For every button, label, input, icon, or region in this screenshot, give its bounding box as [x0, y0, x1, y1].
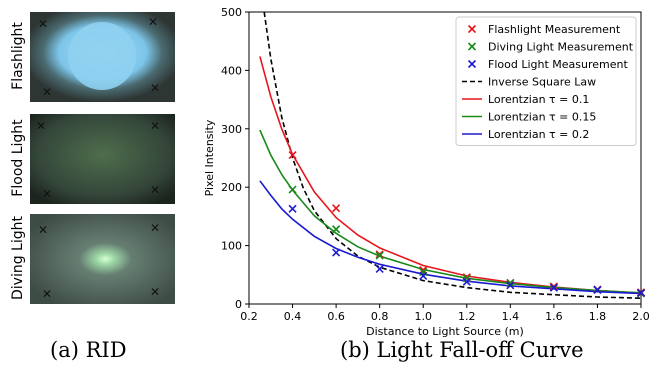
photo-flashlight-image: ✕ ✕ ✕ ✕: [30, 12, 175, 102]
measurement-point-0: [419, 266, 428, 275]
measurement-point-0: [288, 151, 297, 160]
measurement-point-2: [549, 283, 558, 292]
x-tick-label: 0.4: [284, 310, 302, 323]
y-tick-label: 0: [235, 298, 242, 311]
svg-text:✕: ✕: [36, 119, 46, 133]
x-tick-label: 0.8: [371, 310, 389, 323]
measurement-point-2: [288, 204, 297, 213]
svg-text:✕: ✕: [42, 85, 52, 99]
legend-entry: Flashlight Measurement: [467, 23, 621, 36]
measurement-point-2: [332, 248, 341, 257]
measurement-point-1: [288, 185, 297, 194]
legend-label: Lorentzian τ = 0.1: [488, 93, 589, 106]
legend-entry: Diving Light Measurement: [467, 41, 634, 54]
measurement-point-1: [375, 251, 384, 260]
legend-entry: Lorentzian τ = 0.2: [462, 128, 589, 141]
y-tick-label: 100: [221, 240, 242, 253]
photo-diving-light-image: ✕ ✕ ✕ ✕: [30, 214, 175, 304]
x-tick-label: 2.0: [632, 310, 650, 323]
measurement-point-2: [419, 271, 428, 281]
y-tick-label: 200: [221, 181, 242, 194]
y-tick-label: 300: [221, 123, 242, 136]
measurement-point-2: [462, 277, 471, 286]
svg-text:✕: ✕: [150, 285, 160, 299]
measurement-point-1: [462, 274, 471, 283]
svg-text:✕: ✕: [38, 17, 48, 31]
measurement-point-0: [549, 282, 558, 291]
svg-text:✕: ✕: [150, 119, 160, 133]
legend-entry: Inverse Square Law: [462, 76, 596, 89]
photo-flood-light: ✕ ✕ ✕ ✕: [30, 114, 175, 204]
x-tick-label: 1.8: [589, 310, 607, 323]
measurement-point-1: [332, 225, 341, 234]
photo-flood-light-image: ✕ ✕ ✕ ✕: [30, 114, 175, 204]
x-tick-label: 1.4: [502, 310, 520, 323]
measurement-point-0: [375, 250, 384, 259]
svg-text:✕: ✕: [38, 223, 48, 237]
legend-box: [455, 16, 637, 146]
legend-entry: Lorentzian τ = 0.1: [462, 93, 589, 106]
panel-caption-b: (b) Light Fall-off Curve: [340, 338, 584, 362]
panel-caption-a: (a) RID: [50, 338, 127, 362]
legend-label: Inverse Square Law: [488, 76, 596, 89]
curve-2: [259, 129, 641, 294]
svg-text:✕: ✕: [42, 187, 52, 201]
measurement-point-2: [375, 264, 384, 274]
x-tick-label: 0.2: [240, 310, 258, 323]
measurement-point-2: [506, 281, 515, 290]
x-tick-label: 1.6: [545, 310, 563, 323]
measurement-point-2: [593, 285, 602, 295]
photo-flashlight: ✕ ✕ ✕ ✕: [30, 12, 175, 102]
legend-label: Flashlight Measurement: [488, 23, 621, 36]
y-tick-label: 400: [221, 64, 242, 77]
plot-frame: [248, 11, 642, 305]
x-tick-label: 1.2: [458, 310, 476, 323]
legend-label: Diving Light Measurement: [488, 41, 634, 54]
photo-diving-light: ✕ ✕ ✕ ✕: [30, 214, 175, 304]
svg-text:✕: ✕: [150, 221, 160, 235]
svg-text:✕: ✕: [150, 81, 160, 95]
legend-label: Lorentzian τ = 0.2: [488, 128, 589, 141]
x-axis-label: Distance to Light Source (m): [366, 325, 524, 338]
svg-text:✕: ✕: [42, 287, 52, 301]
measurement-point-0: [332, 204, 341, 213]
measurement-point-2: [636, 288, 646, 297]
x-tick-label: 1.0: [414, 310, 432, 323]
svg-text:✕: ✕: [150, 183, 160, 197]
svg-text:✕: ✕: [148, 15, 158, 29]
y-axis-label: Pixel Intensity: [203, 119, 216, 196]
legend-entry: Lorentzian τ = 0.15: [462, 111, 596, 124]
curve-0: [263, 12, 641, 299]
measurement-point-1: [506, 278, 515, 288]
legend-label: Flood Light Measurement: [488, 58, 628, 71]
x-tick-label: 0.6: [327, 310, 345, 323]
curve-3: [259, 180, 641, 295]
y-tick-label: 500: [221, 6, 242, 19]
legend-label: Lorentzian τ = 0.15: [488, 111, 596, 124]
legend-entry: Flood Light Measurement: [467, 58, 628, 71]
